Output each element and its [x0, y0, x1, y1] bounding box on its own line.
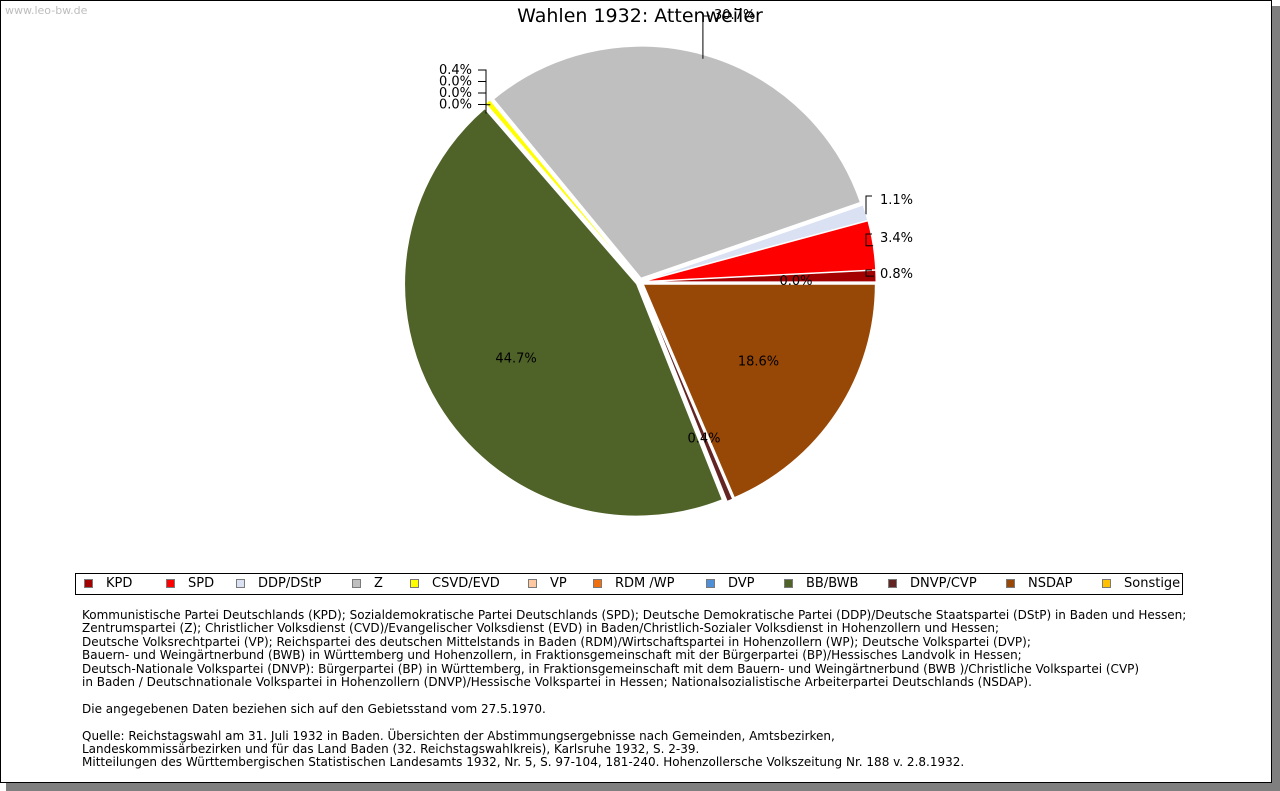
- slice-label-spd: 3.4%: [880, 231, 913, 246]
- chart-legend: KPD SPD DDP/DStP Z CSVD/EVD VP RDM /WP DVP BB/BW…: [75, 573, 1183, 595]
- slice-label-vp: 0.0%: [439, 75, 472, 90]
- slice-label-csvd-evd: 0.4%: [439, 63, 472, 78]
- legend-swatch: [410, 579, 419, 588]
- legend-swatch: [1006, 579, 1015, 588]
- legend-label: Sonstige: [1124, 576, 1181, 591]
- slice-label-dvp: 0.0%: [439, 98, 472, 113]
- legend-swatch: [528, 579, 537, 588]
- legend-swatch: [236, 579, 245, 588]
- pie-slice-bb-bwb: [404, 108, 723, 517]
- legend-label: SPD: [188, 576, 215, 591]
- legend-label: DDP/DStP: [258, 576, 322, 591]
- slice-label-dnvp-cvp: 0.4%: [687, 431, 720, 446]
- leader-line-kpd: [865, 269, 874, 277]
- legend-label: Z: [374, 576, 383, 591]
- leader-line-csvd-evd-bracket: [478, 69, 487, 79]
- pie-slices: [404, 45, 877, 517]
- legend-label: VP: [550, 576, 567, 591]
- pie-chart: 0.8%3.4%1.1%30.7%0.4%0.0%0.0%0.0%44.7%0.…: [404, 5, 913, 517]
- source-line: Mitteilungen des Württembergischen Stati…: [82, 755, 965, 770]
- legend-label: CSVD/EVD: [432, 576, 500, 591]
- slice-label-ddp-dstp: 1.1%: [880, 193, 913, 208]
- source-line: Landeskommissärbezirken und für das Land…: [82, 742, 700, 757]
- pie-slice-nsdap: [642, 283, 876, 499]
- legend-swatch: [888, 579, 897, 588]
- pie-slice-spd: [643, 220, 877, 282]
- slice-label-nsdap: 18.6%: [738, 354, 779, 369]
- pie-slice-dnvp-cvp: [641, 285, 734, 502]
- legend-label: RDM /WP: [615, 576, 675, 591]
- source-line: Quelle: Reichstagswahl am 31. Juli 1932 …: [82, 728, 835, 743]
- note-line: Zentrumspartei (Z); Christlicher Volksdi…: [82, 621, 1000, 636]
- note-line: Kommunistische Partei Deutschlands (KPD)…: [82, 608, 1187, 622]
- legend-swatch: [1102, 579, 1111, 588]
- frame-shadow-bottom: [6, 783, 1280, 791]
- legend-label: DVP: [728, 576, 755, 591]
- slice-label-kpd: 0.8%: [880, 267, 913, 282]
- legend-label: KPD: [106, 576, 133, 591]
- slice-labels: 0.8%3.4%1.1%30.7%0.4%0.0%0.0%0.0%44.7%0.…: [439, 8, 913, 446]
- chart-title: Wahlen 1932: Attenweiler: [517, 5, 763, 27]
- legend-swatch: [784, 579, 793, 588]
- legend-swatch: [593, 579, 602, 588]
- note-line: Bauern- und Weingärtnerbund (BWB) in Wür…: [82, 648, 1022, 663]
- leader-line-dvp-bracket: [478, 104, 487, 114]
- note-line: Deutsch-Nationale Volkspartei (DNVP): Bü…: [82, 661, 1140, 676]
- legend-swatch: [84, 579, 93, 588]
- leader-line-spd: [865, 233, 874, 247]
- legend-label: NSDAP: [1028, 576, 1073, 591]
- leader-line-z: [702, 15, 710, 59]
- notes: Kommunistische Partei Deutschlands (KPD)…: [82, 608, 1232, 770]
- leader-line-vp-bracket: [478, 81, 487, 91]
- slice-label-bb-bwb: 44.7%: [495, 351, 536, 366]
- legend-swatch: [706, 579, 715, 588]
- leader-line-ddp-dstp: [865, 195, 872, 215]
- frame-shadow-right: [1272, 6, 1280, 791]
- pie-slice-csvd-evd: [484, 99, 638, 280]
- slice-label-z: 30.7%: [714, 8, 755, 23]
- leader-lines: [478, 15, 874, 277]
- territory-note: Die angegebenen Daten beziehen sich auf …: [82, 701, 546, 716]
- leader-line-rdm-wp-bracket: [478, 92, 487, 102]
- watermark: www.leo-bw.de: [5, 4, 88, 17]
- pie-slice-z: [492, 45, 862, 279]
- slice-label-sonstige: 0.0%: [779, 274, 812, 289]
- legend-label: DNVP/CVP: [910, 576, 977, 591]
- note-line: in Baden / Deutschnationale Volkspartei …: [82, 675, 1032, 690]
- legend-label: BB/BWB: [806, 576, 859, 591]
- note-line: Deutsche Volksrechtpartei (VP); Reichspa…: [82, 634, 1031, 649]
- legend-swatch: [352, 579, 361, 588]
- slice-label-rdm-wp: 0.0%: [439, 86, 472, 101]
- pie-slice-kpd: [643, 269, 877, 283]
- legend-swatch: [166, 579, 175, 588]
